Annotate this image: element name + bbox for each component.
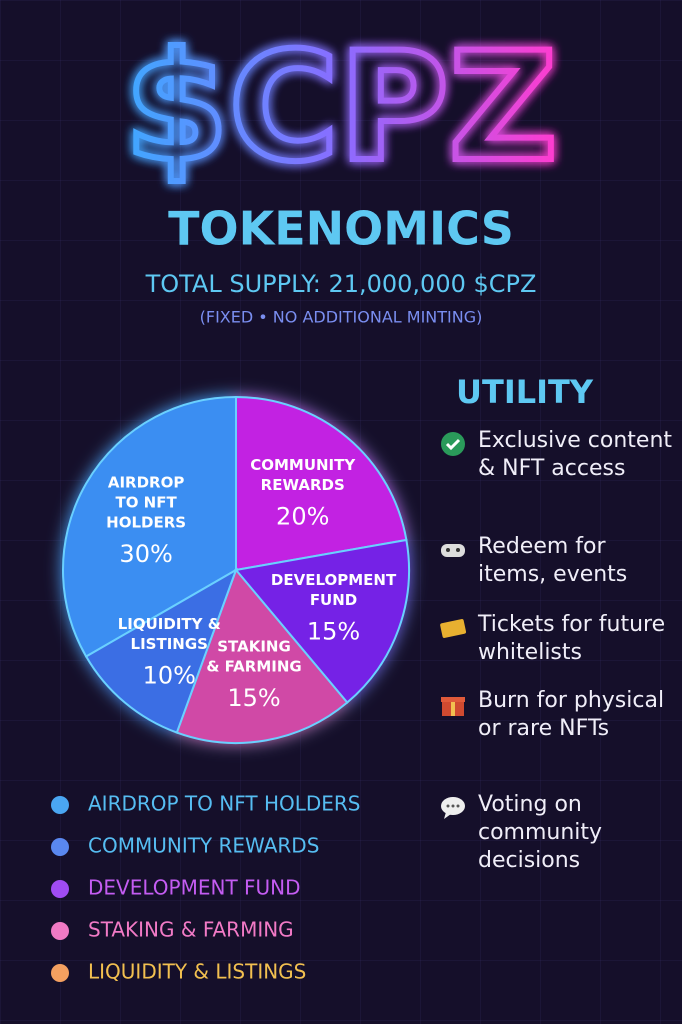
pie-slice bbox=[235, 395, 408, 572]
legend-dot bbox=[51, 796, 69, 814]
gamepad-icon bbox=[441, 544, 465, 557]
utility-item: Voting on community decisions bbox=[478, 792, 603, 873]
pie-slice bbox=[62, 395, 237, 658]
ticket-icon bbox=[440, 619, 467, 638]
subtitle: TOKENOMICS bbox=[168, 202, 514, 256]
slice-label: AIRDROP bbox=[108, 474, 185, 492]
slice-value: 30% bbox=[119, 540, 172, 568]
legend-dot bbox=[51, 880, 69, 898]
utility-title: UTILITY bbox=[456, 373, 594, 411]
legend-label: STAKING & FARMING bbox=[88, 918, 294, 942]
supply-note: (FIXED • NO ADDITIONAL MINTING) bbox=[200, 308, 483, 327]
slice-label: TO NFT bbox=[115, 494, 177, 512]
pie-slice bbox=[84, 567, 238, 734]
legend-dot bbox=[51, 922, 69, 940]
legend-label: DEVELOPMENT FUND bbox=[88, 876, 301, 900]
legend-dot bbox=[51, 838, 69, 856]
slice-label: DEVELOPMENT bbox=[271, 571, 397, 589]
legend-dot bbox=[51, 964, 69, 982]
utility-item: Burn for physical or rare NFTs bbox=[478, 688, 665, 741]
slice-label: HOLDERS bbox=[106, 514, 186, 532]
check-icon bbox=[441, 432, 465, 456]
pie-slice bbox=[175, 568, 349, 744]
slice-label: STAKING bbox=[217, 638, 291, 656]
slice-labels: AIRDROP TO NFT HOLDERS 30% COMMUNITY REWARDS 2… bbox=[106, 456, 397, 712]
legend-label: COMMUNITY REWARDS bbox=[88, 834, 319, 858]
pie bbox=[62, 395, 410, 744]
slice-label: LISTINGS bbox=[131, 635, 208, 653]
speech-icon bbox=[441, 797, 465, 819]
slice-label: & FARMING bbox=[206, 658, 301, 676]
pie-slice bbox=[234, 538, 410, 704]
legend-label: LIQUIDITY & LISTINGS bbox=[88, 960, 306, 984]
slice-value: 20% bbox=[276, 502, 329, 530]
supply: TOTAL SUPPLY: 21,000,000 $CPZ bbox=[145, 270, 537, 298]
gift-icon bbox=[441, 697, 465, 716]
legend-label: AIRDROP TO NFT HOLDERS bbox=[88, 792, 361, 816]
utility-item: Tickets for future whitelists bbox=[478, 612, 666, 665]
slice-label: REWARDS bbox=[261, 476, 345, 494]
slice-label: LIQUIDITY & bbox=[118, 615, 221, 633]
slice-value: 15% bbox=[227, 684, 280, 712]
slice-label: FUND bbox=[310, 591, 357, 609]
brand-title: $CPZ bbox=[124, 21, 557, 195]
utility-item: Redeem for items, events bbox=[478, 534, 628, 587]
utility-item: Exclusive content & NFT access bbox=[478, 428, 673, 481]
slice-label: COMMUNITY bbox=[250, 456, 356, 474]
slice-value: 10% bbox=[143, 662, 196, 690]
slice-value: 15% bbox=[307, 618, 360, 646]
